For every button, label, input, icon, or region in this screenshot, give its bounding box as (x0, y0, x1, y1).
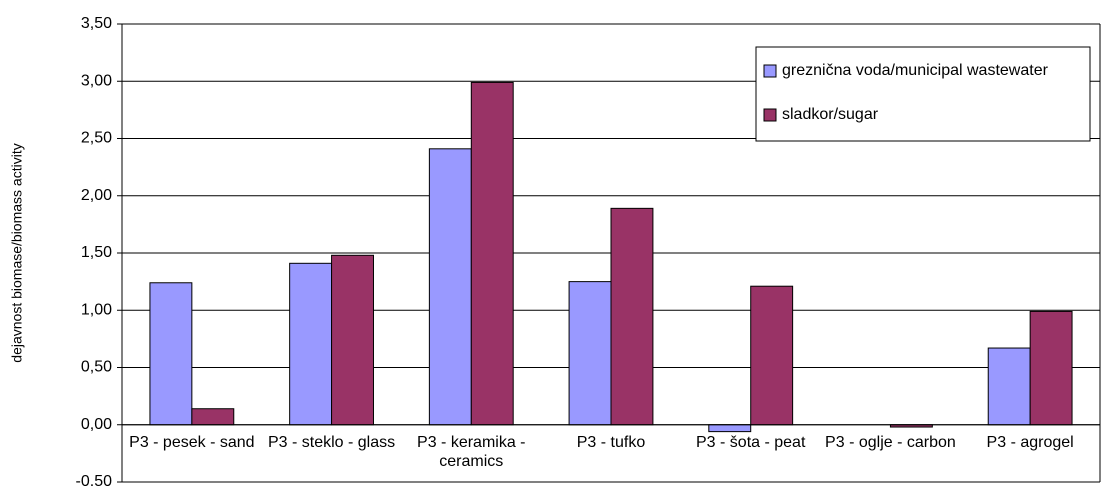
x-tick-label: P3 - keramika - ceramics (417, 433, 526, 470)
y-tick-label: 2,00 (81, 187, 112, 204)
x-tick-label: P3 - oglje - carbon (825, 433, 956, 451)
x-tick-label: P3 - tufko (576, 433, 646, 451)
y-tick-label: 3,00 (81, 72, 112, 89)
bar (568, 281, 612, 426)
bar (149, 282, 193, 426)
y-tick-label: 2,50 (81, 130, 112, 147)
bar (708, 424, 752, 433)
bar (750, 285, 794, 426)
legend-swatch (763, 108, 777, 122)
x-tick-label: P3 - šota - peat (696, 433, 806, 451)
bar (610, 207, 654, 426)
x-tick-label: P3 - steklo - glass (267, 433, 396, 451)
bar (191, 408, 235, 426)
y-tick-label: -0.50 (76, 473, 113, 490)
y-axis-label: dejavnost biomase/biomass activity (9, 143, 25, 362)
x-tick-label: P3 - pesek - sand (129, 433, 255, 451)
bar (331, 254, 374, 426)
y-tick-label: 1,50 (81, 244, 112, 261)
y-tick-label: 0,00 (81, 416, 112, 433)
legend-box (755, 46, 1091, 142)
y-tick-label: 1,00 (81, 301, 112, 318)
bar (1029, 310, 1073, 426)
x-tick-label: P3 - agrogel (986, 433, 1074, 451)
legend-swatch (763, 64, 777, 78)
legend-label: sladkor/sugar (782, 106, 879, 123)
legend-label: greznična voda/municipal wastewater (782, 62, 1049, 79)
bar (428, 148, 472, 426)
bar (470, 81, 514, 426)
bar (289, 262, 333, 426)
y-tick-label: 0,50 (81, 359, 112, 376)
y-tick-label: 3,50 (81, 15, 112, 32)
bar (987, 347, 1031, 426)
